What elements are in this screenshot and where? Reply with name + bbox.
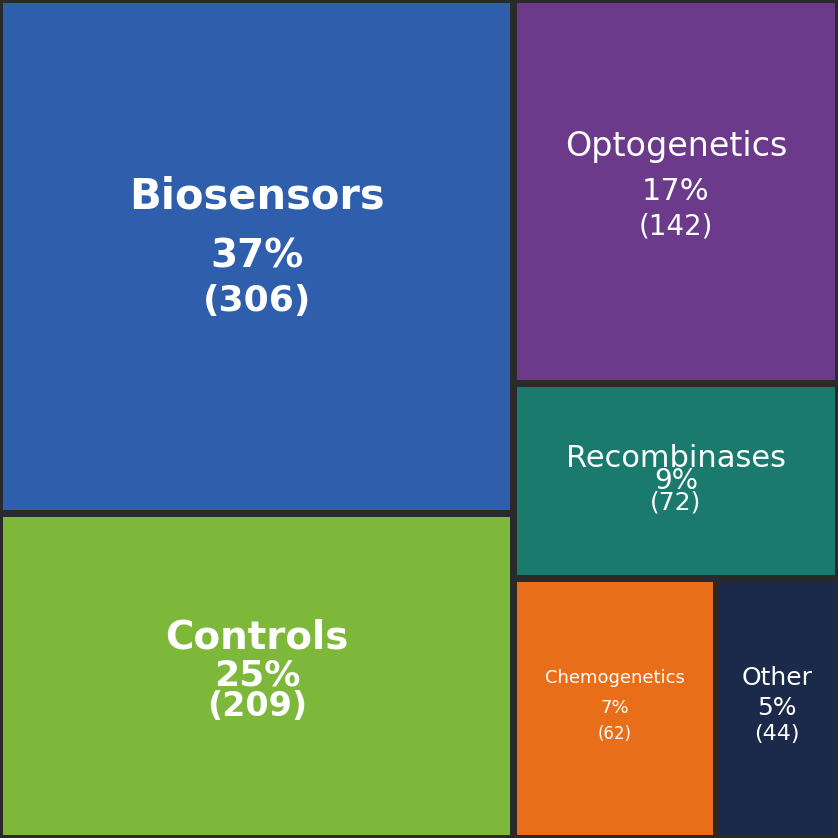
- Text: Recombinases: Recombinases: [566, 444, 786, 473]
- Text: Optogenetics: Optogenetics: [565, 130, 787, 163]
- Bar: [3, 517, 510, 835]
- Text: Other: Other: [742, 665, 813, 690]
- Text: 17%: 17%: [642, 178, 710, 206]
- Text: Chemogenetics: Chemogenetics: [546, 669, 685, 686]
- Text: Controls: Controls: [165, 618, 349, 657]
- Bar: [517, 3, 835, 380]
- Text: (142): (142): [639, 213, 713, 241]
- Bar: [517, 387, 835, 575]
- Text: 37%: 37%: [210, 238, 303, 276]
- Text: Biosensors: Biosensors: [129, 175, 385, 217]
- Text: 5%: 5%: [758, 696, 797, 720]
- Text: (72): (72): [650, 490, 701, 515]
- Text: 9%: 9%: [654, 467, 698, 495]
- Text: 7%: 7%: [601, 699, 629, 717]
- Bar: [517, 582, 713, 835]
- Text: (209): (209): [207, 690, 307, 723]
- Text: (44): (44): [754, 724, 800, 744]
- Text: 25%: 25%: [214, 659, 300, 693]
- Text: (62): (62): [598, 725, 632, 743]
- Text: (306): (306): [203, 284, 311, 318]
- Bar: [720, 582, 835, 835]
- Bar: [3, 3, 510, 510]
